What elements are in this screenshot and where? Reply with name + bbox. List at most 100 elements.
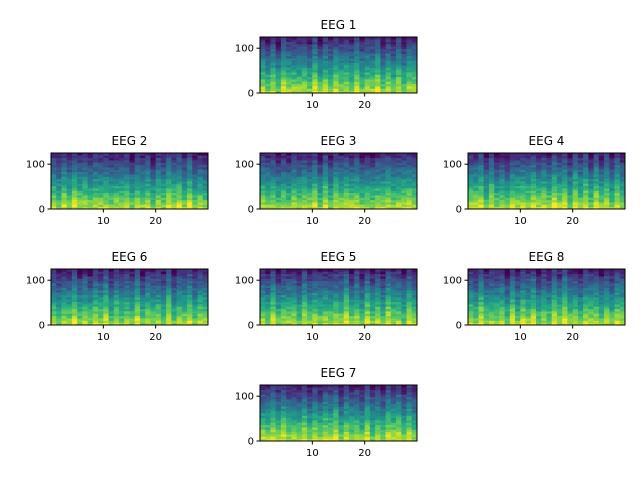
heatmap-cell xyxy=(307,320,313,324)
heatmap-cell xyxy=(504,304,511,307)
heatmap-cell xyxy=(401,185,407,189)
heatmap-cell xyxy=(98,206,104,210)
heatmap-cell xyxy=(296,195,303,198)
heatmap-cell xyxy=(160,290,167,293)
heatmap-cell xyxy=(82,311,89,314)
heatmap-cell xyxy=(604,153,610,156)
heatmap-cell xyxy=(380,76,386,80)
heatmap-cell xyxy=(343,72,350,75)
heatmap-cell xyxy=(98,278,104,282)
heatmap-cell xyxy=(312,171,318,175)
heatmap-cell xyxy=(296,290,303,293)
heatmap-cell xyxy=(473,197,479,201)
heatmap-cell xyxy=(468,318,474,321)
heatmap-cell xyxy=(92,185,99,189)
heatmap-cell xyxy=(307,74,313,78)
heatmap-cell xyxy=(296,171,303,175)
heatmap-cell xyxy=(312,162,318,166)
heatmap-cell xyxy=(312,160,318,163)
heatmap-cell xyxy=(260,58,266,61)
heatmap-cell xyxy=(614,164,621,168)
heatmap-cell xyxy=(348,195,355,198)
heatmap-cell xyxy=(108,157,115,161)
heatmap-cell xyxy=(66,169,73,173)
heatmap-cell xyxy=(504,297,511,300)
heatmap-cell xyxy=(536,188,542,191)
heatmap-cell xyxy=(113,206,120,210)
heatmap-cell xyxy=(525,304,532,307)
heatmap-cell xyxy=(380,58,386,61)
heatmap-cell xyxy=(509,278,516,282)
heatmap-cell xyxy=(380,297,386,300)
heatmap-cell xyxy=(333,167,339,170)
heatmap-cell xyxy=(150,285,157,289)
heatmap-cell xyxy=(515,190,521,194)
heatmap-cell xyxy=(280,81,287,85)
heatmap-cell xyxy=(364,53,371,57)
heatmap-cell xyxy=(473,190,479,194)
heatmap-cell xyxy=(401,90,407,94)
heatmap-cell xyxy=(202,320,209,324)
heatmap-cell xyxy=(338,86,345,89)
heatmap-cell xyxy=(270,65,277,68)
heatmap-cell xyxy=(119,197,125,201)
heatmap-cell xyxy=(265,69,271,73)
heatmap-cell xyxy=(124,153,130,156)
heatmap-cell xyxy=(488,167,495,170)
heatmap-cell xyxy=(359,273,366,277)
heatmap-cell xyxy=(119,280,125,284)
heatmap-cell xyxy=(66,199,73,203)
heatmap-cell xyxy=(129,318,136,321)
heatmap-cell xyxy=(588,164,594,168)
heatmap-cell xyxy=(328,72,334,75)
heatmap-cell xyxy=(265,153,271,156)
heatmap-cell xyxy=(103,155,109,159)
heatmap-cell xyxy=(380,86,386,89)
heatmap-cell xyxy=(98,271,104,275)
heatmap-cell xyxy=(588,195,594,198)
heatmap-cell xyxy=(322,60,329,64)
heatmap-cell xyxy=(411,202,418,205)
heatmap-cell xyxy=(333,283,339,286)
heatmap-cell xyxy=(525,167,532,170)
heatmap-cell xyxy=(202,280,209,284)
heatmap-cell xyxy=(359,283,366,286)
heatmap-cell xyxy=(275,37,282,40)
heatmap-cell xyxy=(609,171,615,175)
heatmap-cell xyxy=(509,192,516,196)
heatmap-cell xyxy=(202,181,209,184)
heatmap-cell xyxy=(124,178,130,182)
heatmap-cell xyxy=(483,287,490,291)
heatmap-cell xyxy=(77,162,83,166)
heatmap-cell xyxy=(202,304,209,307)
heatmap-cell xyxy=(160,271,167,275)
heatmap-cell xyxy=(530,273,537,277)
heatmap-cell xyxy=(312,88,318,92)
heatmap-cell xyxy=(275,206,282,210)
heatmap-cell xyxy=(359,65,366,68)
heatmap-cell xyxy=(307,81,313,85)
heatmap-cell xyxy=(108,273,115,277)
heatmap-cell xyxy=(119,160,125,163)
heatmap-cell xyxy=(307,51,313,54)
heatmap-cell xyxy=(359,290,366,293)
heatmap-cell xyxy=(307,62,313,66)
heatmap-cell xyxy=(260,315,266,319)
heatmap-cell xyxy=(317,169,324,173)
heatmap-cell xyxy=(301,41,308,45)
heatmap-cell xyxy=(119,322,125,326)
heatmap-cell xyxy=(312,283,318,286)
heatmap-cell xyxy=(348,280,355,284)
heatmap-cell xyxy=(160,278,167,282)
heatmap-cell xyxy=(192,204,198,208)
heatmap-cell xyxy=(291,53,298,57)
heatmap-cell xyxy=(411,285,418,289)
heatmap-cell xyxy=(520,276,526,279)
heatmap-cell xyxy=(619,185,626,189)
heatmap-cell xyxy=(260,88,266,92)
heatmap-cell xyxy=(525,181,532,184)
heatmap-cell xyxy=(61,188,68,191)
heatmap-cell xyxy=(562,169,568,173)
heatmap-cell xyxy=(202,160,209,163)
heatmap-cell xyxy=(359,90,366,94)
